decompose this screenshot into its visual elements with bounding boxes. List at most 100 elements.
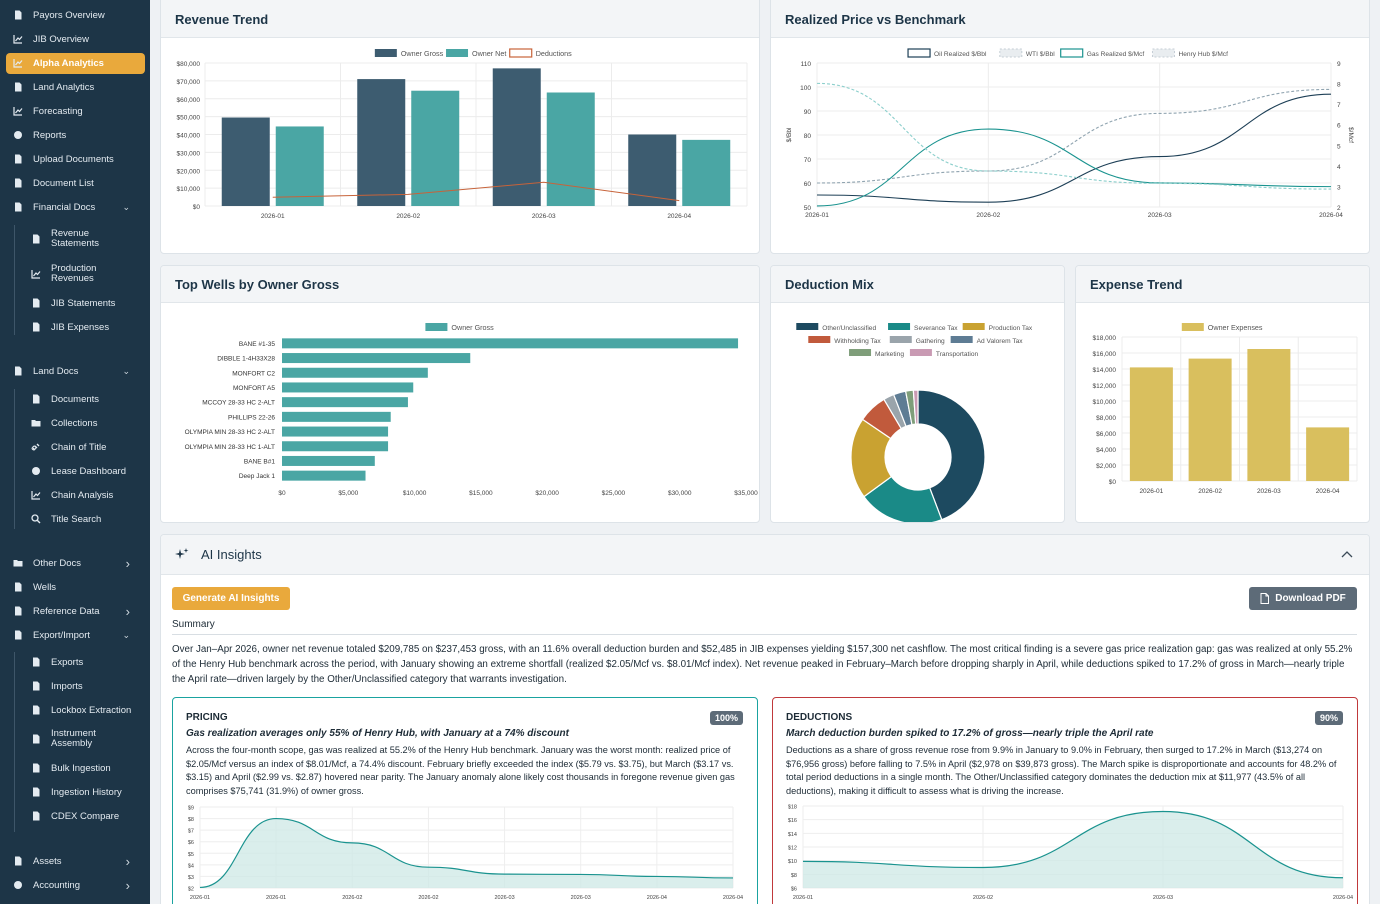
legend-label: Transportation	[936, 351, 979, 358]
chevron-up-icon[interactable]	[1341, 550, 1353, 558]
bar-chart-icon	[31, 491, 41, 500]
export-icon	[33, 657, 40, 667]
area-line	[802, 810, 1344, 879]
legend-swatch	[907, 48, 931, 58]
chevron-down-icon[interactable]: ⌄	[122, 365, 130, 376]
legend-label: WTI $/Bbl	[1026, 51, 1055, 58]
document-icon	[33, 322, 40, 332]
sidebar-item-upload-documents[interactable]: Upload Documents	[6, 149, 145, 170]
legend-label: Owner Gross	[451, 323, 494, 332]
sidebar-item-label: Chain Analysis	[51, 489, 114, 501]
sidebar-item-reports[interactable]: Reports	[6, 125, 145, 146]
cloud-upload-icon	[15, 154, 22, 164]
x-tick-label: 2026-04	[647, 895, 667, 901]
chevron-down-icon[interactable]: ⌄	[122, 201, 130, 212]
y-tick-label: $6,000	[1096, 431, 1116, 438]
sidebar-item-lockbox-extraction[interactable]: Lockbox Extraction	[24, 700, 145, 721]
ai-insights-header[interactable]: AI Insights	[161, 535, 1369, 575]
chevron-down-icon[interactable]: ⌄	[122, 629, 130, 640]
sidebar-item-jib-expenses[interactable]: JIB Expenses	[24, 317, 145, 338]
legend-label: Deductions	[536, 49, 572, 58]
sidebar-item-other-docs[interactable]: Other Docs ›	[6, 553, 145, 574]
sidebar-item-wells[interactable]: Wells	[6, 577, 145, 598]
x-tick-label: $20,000	[535, 490, 559, 497]
y-tick-label: 70	[804, 157, 812, 164]
deductions-mini-chart: $6 $8 $10 $12 $14 $16 $18 2026-01 2026-02 2026-03…	[788, 805, 1353, 902]
chevron-right-icon[interactable]: ›	[125, 877, 130, 893]
y-tick-label: $2,000	[1096, 463, 1116, 470]
x-tick-label: 2026-01	[793, 895, 813, 901]
chevron-right-icon[interactable]: ›	[125, 603, 130, 619]
insight-body: Deductions as a share of gross revenue r…	[786, 745, 1337, 796]
insight-title: March deduction burden spiked to 17.2% o…	[786, 728, 1154, 739]
sidebar-item-payors-overview[interactable]: Payors Overview	[6, 5, 145, 26]
y-tick-label: $2	[188, 887, 194, 893]
sidebar-item-instrument-assembly[interactable]: Instrument Assembly	[24, 726, 145, 752]
sidebar-item-documents[interactable]: Documents	[24, 389, 145, 410]
sidebar-item-jib-overview[interactable]: JIB Overview	[6, 29, 145, 50]
chevron-right-icon[interactable]: ›	[125, 853, 130, 869]
bar-owner-expenses	[1306, 427, 1350, 481]
sidebar-item-chain-of-title[interactable]: Chain of Title	[24, 437, 145, 458]
sidebar-item-forecasting[interactable]: Forecasting	[6, 101, 145, 122]
bar-owner-gross	[628, 134, 677, 206]
search-icon	[31, 514, 41, 524]
sidebar-item-lease-dashboard[interactable]: Lease Dashboard	[24, 461, 145, 482]
y-right-tick-label: 9	[1337, 61, 1341, 68]
sidebar-item-revenue-statements[interactable]: Revenue Statements	[24, 226, 145, 252]
chevron-right-icon[interactable]: ›	[125, 555, 130, 571]
bar-well	[282, 382, 414, 393]
legend-swatch	[374, 49, 397, 57]
sidebar-item-bulk-ingestion[interactable]: Bulk Ingestion	[24, 758, 145, 779]
sidebar-item-document-list[interactable]: Document List	[6, 173, 145, 194]
document-icon	[33, 234, 40, 244]
sidebar-item-accounting[interactable]: Accounting ›	[6, 875, 145, 896]
x-tick-label: 2026-02	[976, 212, 1000, 219]
sidebar-item-exports[interactable]: Exports	[24, 652, 145, 673]
x-tick-label: 2026-03	[494, 895, 514, 901]
y-tick-label: 90	[804, 109, 812, 116]
revenue-trend-chart: $0 $10,000 $20,000 $30,000 $40,000 $50,000 $60…	[177, 48, 748, 220]
x-tick-label: 2026-03	[532, 213, 556, 220]
x-tick-label: 2026-01	[1139, 488, 1163, 495]
x-tick-label: 2026-02	[396, 213, 420, 220]
sparkle-icon	[175, 547, 189, 559]
sidebar-item-land-analytics[interactable]: Land Analytics	[6, 77, 145, 98]
sidebar-item-collections[interactable]: Collections	[24, 413, 145, 434]
download-pdf-button[interactable]: Download PDF	[1249, 587, 1357, 610]
bar-well	[282, 470, 366, 481]
bar-owner-expenses	[1129, 367, 1173, 481]
insight-title: Gas realization averages only 55% of Hen…	[186, 728, 569, 739]
sidebar-item-alpha-analytics[interactable]: Alpha Analytics	[6, 52, 145, 74]
sidebar-item-title-search[interactable]: Title Search	[24, 509, 145, 530]
y-tick-label: $18	[788, 805, 797, 811]
insight-card-deductions: DEDUCTIONS 90% March deduction burden sp…	[772, 697, 1358, 904]
sidebar-item-jib-statements[interactable]: JIB Statements	[24, 293, 145, 314]
y-tick-label: $3	[188, 875, 194, 881]
bar-owner-net	[546, 92, 595, 206]
x-tick-label: 2026-01	[190, 895, 210, 901]
sidebar-item-land-docs[interactable]: Land Docs ⌄	[6, 361, 145, 382]
sidebar-item-ingestion-history[interactable]: Ingestion History	[24, 782, 145, 803]
sidebar-item-production-revenues[interactable]: Production Revenues	[24, 261, 145, 287]
sidebar-item-label: Ingestion History	[51, 786, 122, 798]
deduction-mix-card: Deduction Mix Other/Unclassified Severanc…	[770, 265, 1065, 523]
sidebar-item-imports[interactable]: Imports	[24, 676, 145, 697]
y-tick-label: $12	[788, 846, 797, 852]
pricing-mini-chart: $2 $3 $4 $5 $6 $7 $8 $9 2026-01 2026-01 2026-02 202…	[188, 806, 743, 902]
sidebar-item-assets[interactable]: Assets ›	[6, 851, 145, 872]
sidebar-item-financial-docs[interactable]: Financial Docs ⌄	[6, 197, 145, 218]
submenu-guide-line	[14, 225, 15, 335]
sidebar-item-cdex-compare[interactable]: CDEX Compare	[24, 806, 145, 827]
y-right-tick-label: 5	[1337, 143, 1341, 150]
y-tick-label: $40,000	[177, 133, 201, 140]
y-tick-label: $9	[188, 806, 194, 812]
legend-swatch	[808, 336, 831, 343]
sidebar-item-export-import[interactable]: Export/Import ⌄	[6, 625, 145, 646]
generate-ai-insights-button[interactable]: Generate AI Insights	[172, 587, 290, 610]
chart-line-icon	[13, 35, 23, 44]
legend-label: Ad Valorem Tax	[977, 338, 1024, 345]
legend-swatch	[509, 48, 533, 58]
sidebar-item-chain-analysis[interactable]: Chain Analysis	[24, 485, 145, 506]
sidebar-item-reference-data[interactable]: Reference Data ›	[6, 601, 145, 622]
